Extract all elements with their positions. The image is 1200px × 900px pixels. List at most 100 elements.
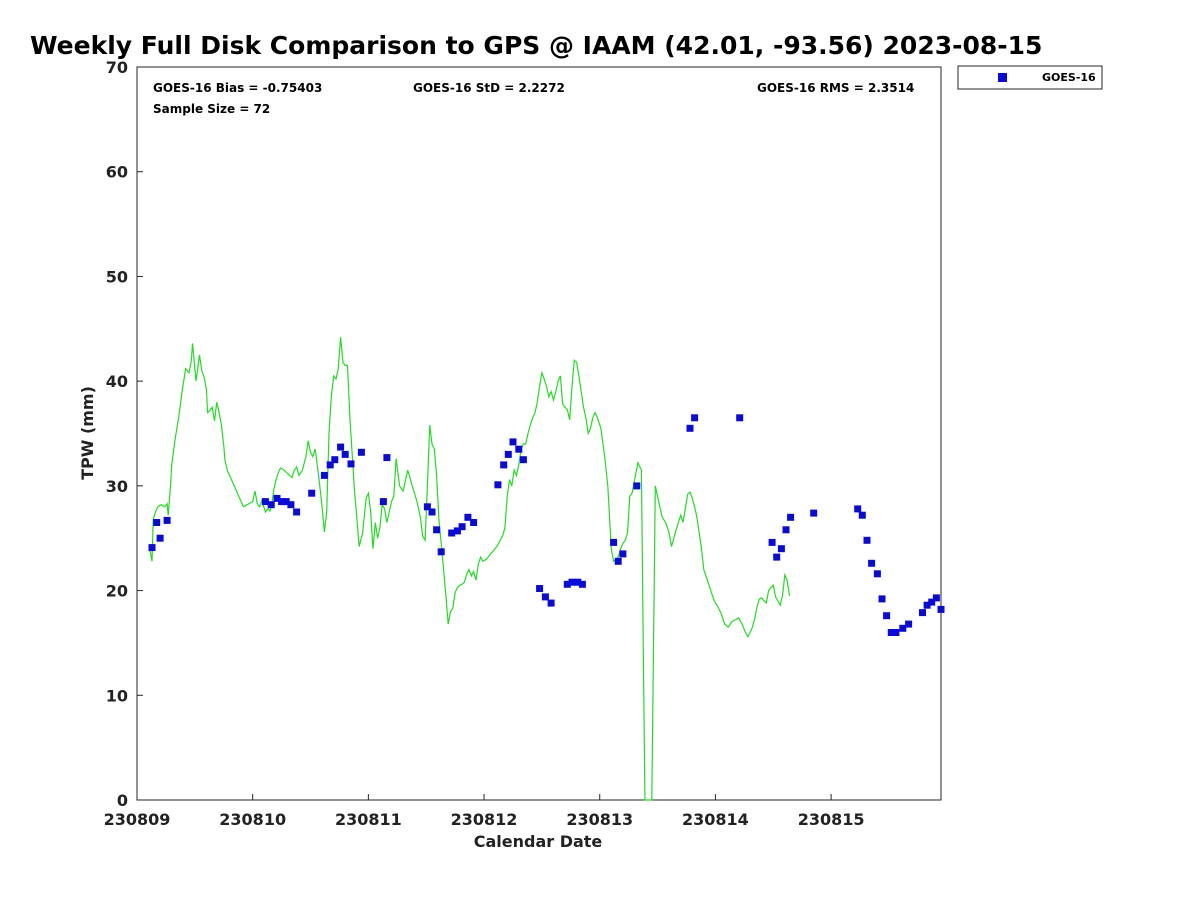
goes-16-point: [578, 580, 586, 588]
goes-16-point: [428, 508, 436, 516]
goes-16-point: [282, 498, 290, 506]
gps-series-layer: [149, 337, 791, 801]
std-stat: GOES-16 StD = 2.2272: [413, 81, 565, 95]
goes-16-point: [873, 570, 881, 578]
goes-16-point: [464, 513, 472, 521]
goes-16-point: [568, 578, 576, 586]
plot-frame: [136, 66, 942, 801]
rms-stat: GOES-16 RMS = 2.3514: [757, 81, 914, 95]
goes-16-point: [905, 620, 913, 628]
goes-16-point: [383, 454, 391, 462]
goes-16-point: [448, 529, 456, 537]
goes-16-point: [494, 481, 502, 489]
x-tick-label: 230815: [798, 810, 865, 829]
legend: GOES-16: [957, 65, 1103, 90]
goes-16-point: [163, 516, 171, 524]
goes-16-point: [500, 461, 508, 469]
goes-16-point: [932, 594, 940, 602]
goes-16-point: [273, 494, 281, 502]
goes-16-point: [509, 438, 517, 446]
y-tick-label: 70: [106, 58, 128, 77]
goes-16-point: [379, 498, 387, 506]
legend-goes-16-label: GOES-16: [1042, 71, 1096, 84]
y-tick-label: 0: [117, 791, 128, 810]
goes-16-point: [320, 471, 328, 479]
goes-16-point: [574, 578, 582, 586]
goes-16-point: [458, 523, 466, 531]
sample-size-stat: Sample Size = 72: [153, 102, 270, 116]
goes-16-point: [782, 526, 790, 534]
goes-16-point: [547, 599, 555, 607]
goes-16-point: [278, 498, 286, 506]
goes-16-point: [868, 559, 876, 567]
goes-16-point: [563, 580, 571, 588]
goes-16-point: [892, 629, 900, 636]
gps-series-line: [149, 337, 791, 801]
goes-16-point: [686, 424, 694, 432]
x-axis-label: Calendar Date: [474, 832, 603, 851]
goes-16-point: [148, 544, 156, 552]
x-tick-label: 230810: [219, 810, 286, 829]
goes-16-point: [883, 612, 891, 620]
goes-16-point: [293, 508, 301, 516]
y-tick-label: 60: [106, 163, 128, 182]
x-tick-label: 230811: [335, 810, 402, 829]
goes-16-point: [619, 550, 627, 558]
goes-16-point: [341, 450, 349, 458]
goes-16-point: [287, 501, 295, 509]
goes-16-point: [777, 545, 785, 553]
goes-16-point: [437, 548, 445, 556]
goes-16-point: [863, 536, 871, 544]
goes-16-point: [153, 519, 161, 526]
goes-16-point: [878, 595, 886, 603]
goes-16-point: [433, 526, 441, 534]
goes-16-point: [928, 598, 936, 606]
goes-16-point: [470, 519, 478, 526]
goes-16-point: [519, 456, 527, 464]
goes-16-point: [610, 538, 618, 546]
goes-16-point: [326, 461, 334, 469]
y-tick-label: 10: [106, 686, 128, 705]
goes-16-point: [515, 445, 523, 453]
goes-16-point: [504, 450, 512, 458]
goes-16-point: [614, 557, 622, 565]
y-tick-label: 20: [106, 582, 128, 601]
goes-16-point: [854, 505, 862, 513]
goes-16-point: [541, 593, 549, 601]
goes-16-point: [858, 511, 866, 519]
bias-stat: GOES-16 Bias = -0.75403: [153, 81, 322, 95]
goes-16-point: [919, 609, 926, 617]
goes-16-point: [923, 601, 931, 609]
goes-16-point: [736, 414, 744, 422]
goes-16-point: [899, 624, 907, 632]
goes-16-point: [887, 629, 895, 636]
goes-16-point: [347, 460, 355, 468]
y-tick-label: 30: [106, 477, 128, 496]
x-tick-label: 230812: [451, 810, 518, 829]
chart-title: Weekly Full Disk Comparison to GPS @ IAA…: [30, 31, 1042, 60]
goes-16-point: [810, 509, 818, 517]
goes-16-point: [308, 489, 316, 497]
goes-16-point: [787, 513, 795, 521]
goes-16-point: [331, 456, 339, 464]
goes-16-point: [633, 482, 641, 490]
goes-16-point: [773, 553, 781, 561]
x-tick-label: 230809: [104, 810, 171, 829]
y-tick-label: 40: [106, 372, 128, 391]
goes-16-point: [536, 585, 544, 592]
y-tick-label: 50: [106, 267, 128, 286]
x-tick-label: 230814: [682, 810, 749, 829]
x-tick-label: 230813: [566, 810, 633, 829]
goes-16-point: [357, 448, 365, 456]
goes-16-points-layer: [148, 414, 945, 636]
goes-16-point: [261, 498, 269, 506]
goes-16-point: [156, 534, 164, 542]
axis-ticks: 0 10 20 30 40 50 60 70 230809 230810 230811 230812 2…: [104, 58, 865, 829]
y-axis-label: TPW (mm): [78, 386, 97, 480]
legend-goes-16-marker: [998, 73, 1007, 82]
goes-16-point: [691, 414, 699, 422]
goes-16-point: [267, 501, 275, 509]
legend-box: [957, 65, 1103, 90]
goes-16-point: [453, 527, 461, 535]
